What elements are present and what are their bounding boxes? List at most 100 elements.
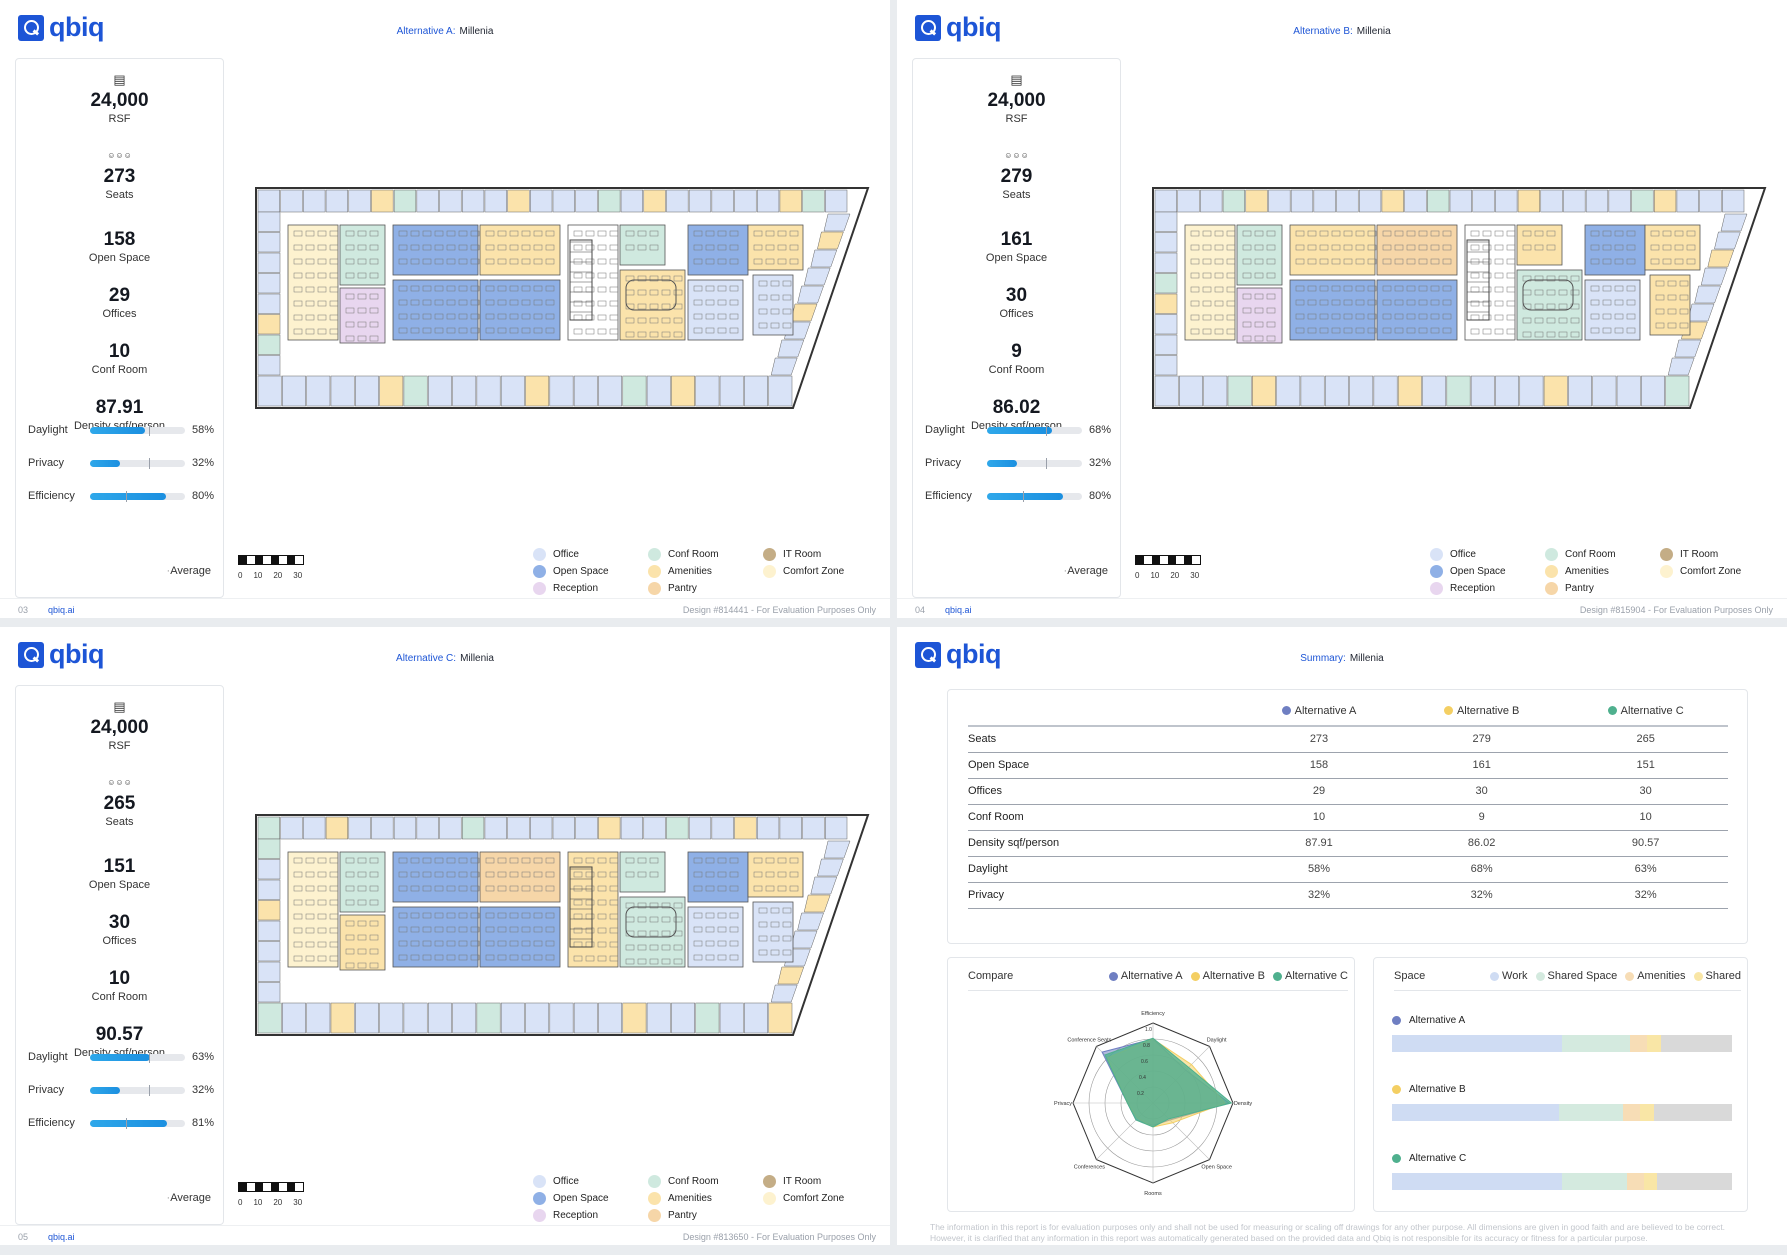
stat-offices: 29 Offices [16,285,223,320]
legend-item: Amenities [648,565,763,578]
average-marker [1045,457,1047,469]
alt-c-dot-icon [1607,706,1617,715]
it-room-dot-icon [763,548,776,561]
legend-label: Office [1450,549,1476,560]
page-footer: 03 qbiq.ai Design #814441 - For Evaluation… [0,598,890,618]
stat-value: 87.91 [95,397,144,418]
column-header-label: Alternative C [1620,705,1684,717]
space-header: Space Work Shared Space Amenities Shared [1394,970,1741,991]
average-marker [1045,424,1047,436]
legend-item: Open Space [533,565,648,578]
efficiency-bar [987,490,1082,502]
page-title-label: Alternative B: [1293,26,1353,37]
footer-link[interactable]: qbiq.ai [945,605,972,615]
legend-label: Alternative C [1285,970,1348,982]
floor-plan[interactable] [1145,180,1770,415]
table-row: Offices 29 30 30 [968,778,1728,805]
legend-label: Amenities [668,566,712,577]
design-note: Design #814441 - For Evaluation Purposes… [682,605,876,615]
legend-label: IT Room [783,1176,822,1187]
legend-label: Conf Room [1565,549,1616,560]
stat-value: 151 [103,856,136,877]
legend-label: Shared Space [1547,970,1618,982]
scale-bar-graphic [238,1182,304,1192]
scale-tick: 20 [273,571,283,580]
efficiency-bar [90,490,185,502]
legend-label: Shared [1705,970,1741,982]
metric-value: 32% [191,457,214,469]
metric-label: Efficiency [28,490,75,502]
scale-ticks: 0 10 20 30 [238,1198,304,1207]
metric-value: 32% [191,1084,214,1096]
legend-item: IT Room [763,1175,863,1188]
page-title: Alternative B: Millenia [897,26,1787,37]
table-cell: 58% [1238,856,1400,883]
legend-item: Amenities [648,1192,763,1205]
logo[interactable]: qbiq [18,639,104,670]
table-cell: 30 [1400,778,1564,805]
logo[interactable]: qbiq [915,12,1001,43]
metric-value: 68% [1088,424,1111,436]
space-row-name: Alternative C [1409,1153,1467,1164]
legend-item: Pantry [648,582,763,595]
alt-dot-icon [1392,1085,1401,1094]
legend-label: Conf Room [668,1176,719,1187]
space-row-label: Alternative C [1392,1153,1732,1164]
stat-label: Conf Room [988,364,1045,376]
legend-label: Pantry [668,1210,697,1221]
radar-axis-label: Privacy [1054,1101,1072,1107]
it-room-dot-icon [763,1175,776,1188]
daylight-bar-fill [987,426,1052,434]
table-cell: 30 [1563,778,1728,805]
shared-space-dot-icon [1535,971,1545,981]
footer-link[interactable]: qbiq.ai [48,605,75,615]
privacy-bar-fill [987,459,1018,467]
logo-text: qbiq [946,12,1001,42]
conf-room-dot-icon [648,1175,661,1188]
space-bar-segment [1626,1173,1644,1190]
page-title-label: Alternative A: [396,26,456,37]
design-note: Design #815904 - For Evaluation Purposes… [1579,605,1773,615]
alt-dot-icon [1392,1016,1401,1025]
summary-page: qbiq Summary: Millenia Alternative A Alte… [897,627,1787,1245]
conf-room-dot-icon [1545,548,1558,561]
logo[interactable]: qbiq [18,12,104,43]
floor-plan[interactable] [248,807,873,1042]
legend-item: Reception [533,1209,648,1222]
logo[interactable]: qbiq [915,639,1001,670]
legend-label: Open Space [1450,566,1506,577]
space-bar-segment [1392,1035,1562,1052]
row-label: Seats [968,726,1238,753]
legend-item: Conf Room [648,548,763,561]
footer-link[interactable]: qbiq.ai [48,1232,75,1242]
table-cell: 32% [1238,882,1400,909]
legend-item: Comfort Zone [763,565,863,578]
metric-daylight: Daylight 63% [28,1049,214,1065]
space-panel: Space Work Shared Space Amenities Shared… [1373,957,1748,1212]
legend-item: Conf Room [648,1175,763,1188]
logo-text: qbiq [49,12,104,42]
alt-b-dot-icon [1443,706,1453,715]
scale-tick: 0 [1135,571,1140,580]
stats-card: ▤ 24,000 RSF ☺☺☺ 273 Seats 158 Open Space 29 Offi… [15,58,224,598]
average-marker [148,1051,150,1063]
office-dot-icon [533,548,546,561]
page-title: Alternative A: Millenia [0,26,890,37]
plan-legend: Office Conf Room IT Room Open Space Amenitie… [533,1175,863,1222]
stat-value: 273 [103,166,136,187]
space-title: Space [1394,970,1426,982]
space-bar-segment [1623,1104,1641,1121]
radar-tick-label: 0.2 [1137,1091,1144,1097]
metric-value: 63% [191,1051,214,1063]
metric-privacy: Privacy 32% [925,455,1111,471]
stat-rsf: ▤ 24,000 RSF [913,73,1120,126]
metric-value: 32% [1088,457,1111,469]
floor-plan[interactable] [248,180,873,415]
metric-daylight: Daylight 68% [925,422,1111,438]
office-dot-icon [533,1175,546,1188]
page-title: Alternative C: Millenia [0,653,890,664]
compare-panel: Compare Alternative A Alternative B Alte… [947,957,1355,1212]
space-bar-segment [1660,1035,1732,1052]
stat-label: Open Space [88,879,151,891]
